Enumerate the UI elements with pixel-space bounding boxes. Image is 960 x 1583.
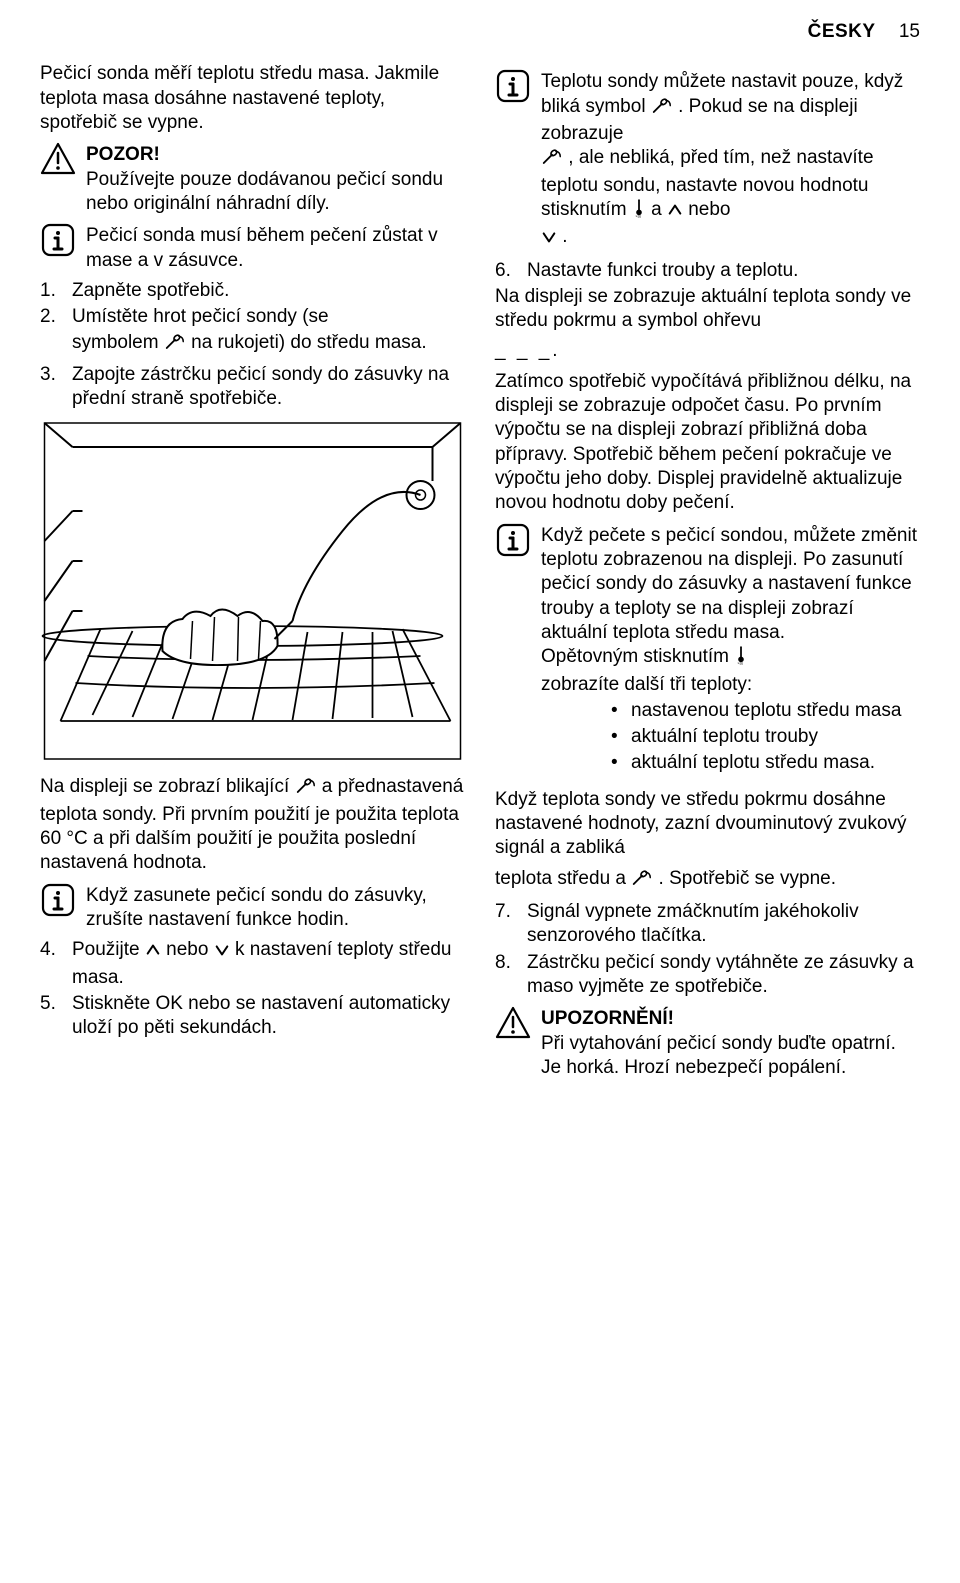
step-8: 8. Zástrčku pečicí sondy vytáhněte ze zá…: [495, 951, 920, 1000]
warning-text-2: UPOZORNĚNÍ! Při vytahování pečicí sondy …: [541, 1005, 920, 1080]
step-text-3: Zapojte zástrčku pečicí sondy do zásuvky…: [72, 363, 465, 412]
para-6a: Na displeji se zobrazuje aktuální teplot…: [495, 285, 920, 334]
para-6b: _ _ _.: [495, 339, 920, 363]
bullet-list: nastavenou teplotu středu masa aktuální …: [611, 699, 920, 776]
after-fig-text: Na displeji se zobrazí blikající a předn…: [40, 775, 465, 875]
step-num-6: 6.: [495, 259, 517, 283]
warning-title: POZOR!: [86, 144, 160, 165]
step-num-1: 1.: [40, 279, 62, 303]
info-block-r1: Teplotu sondy můžete nastavit pouze, kdy…: [495, 68, 920, 252]
info-text-r1: Teplotu sondy můžete nastavit pouze, kdy…: [541, 68, 920, 252]
para-6d: Zatímco spotřebič vypočítává přibližnou …: [495, 370, 920, 516]
step-num-4: 4.: [40, 938, 62, 990]
para-7b: teplota středu a . Spotřebič se vypne.: [495, 867, 920, 894]
info-text-1: Pečicí sonda musí během pečení zůstat v …: [86, 222, 465, 273]
warning-title-2: UPOZORNĚNÍ!: [541, 1008, 674, 1029]
info-icon: [40, 882, 76, 918]
info-icon: [495, 522, 531, 558]
chevron-up-icon: [145, 941, 161, 965]
step-text-7: Signál vypnete zmáčknutím jakéhokoliv se…: [527, 900, 920, 949]
step-text-4: Použijte nebo k nastavení teploty středu…: [72, 938, 465, 990]
warning-text: POZOR! Používejte pouze dodávanou pečicí…: [86, 141, 465, 216]
bullet-3: aktuální teplotu středu masa.: [611, 751, 920, 775]
chevron-up-icon: [667, 201, 683, 225]
warning-block: POZOR! Používejte pouze dodávanou pečicí…: [40, 141, 465, 216]
info-block-2: Když zasunete pečicí sondu do zásuvky, z…: [40, 882, 465, 933]
warning-block-2: UPOZORNĚNÍ! Při vytahování pečicí sondy …: [495, 1005, 920, 1080]
info-text-r2: Když pečete s pečicí sondou, můžete změn…: [541, 522, 920, 782]
step-text-8: Zástrčku pečicí sondy vytáhněte ze zásuv…: [527, 951, 920, 1000]
probe-icon: [295, 778, 317, 802]
info-icon: [40, 222, 76, 258]
content-columns: Pečicí sonda měří teplotu středu masa. J…: [40, 62, 920, 1086]
page-number: 15: [899, 21, 920, 42]
thermometer-icon: [734, 645, 748, 672]
step-num-3: 3.: [40, 363, 62, 412]
step-text-2: Umístěte hrot pečicí sondy (se: [72, 305, 465, 329]
warning-icon: [40, 141, 76, 177]
thermometer-icon: [632, 198, 646, 225]
step-text-6: Nastavte funkci trouby a teplotu.: [527, 259, 920, 283]
left-column: Pečicí sonda měří teplotu středu masa. J…: [40, 62, 465, 1086]
step-num-5: 5.: [40, 992, 62, 1041]
step-1: 1. Zapněte spotřebič.: [40, 279, 465, 303]
step-2-cont: symbolem na rukojeti) do středu masa.: [72, 331, 465, 358]
chevron-down-icon: [541, 228, 557, 252]
chevron-down-icon: [214, 941, 230, 965]
probe-icon: [164, 334, 186, 358]
step-6: 6. Nastavte funkci trouby a teplotu.: [495, 259, 920, 283]
info-block-1: Pečicí sonda musí během pečení zůstat v …: [40, 222, 465, 273]
intro-text: Pečicí sonda měří teplotu středu masa. J…: [40, 62, 465, 135]
step-text-5: Stiskněte OK nebo se nastavení automatic…: [72, 992, 465, 1041]
warning-body: Používejte pouze dodávanou pečicí sondu …: [86, 169, 443, 214]
step-num-8: 8.: [495, 951, 517, 1000]
info-icon: [495, 68, 531, 104]
probe-icon: [651, 98, 673, 122]
bullet-2: aktuální teplotu trouby: [611, 725, 920, 749]
probe-icon: [541, 149, 563, 173]
warning-icon: [495, 1005, 531, 1041]
ok-label: OK: [155, 993, 182, 1014]
page-header: ČESKY 15: [40, 20, 920, 44]
bullet-1: nastavenou teplotu středu masa: [611, 699, 920, 723]
step-7: 7. Signál vypnete zmáčknutím jakéhokoliv…: [495, 900, 920, 949]
step-4: 4. Použijte nebo k nastavení teploty stř…: [40, 938, 465, 990]
info-text-2: Když zasunete pečicí sondu do zásuvky, z…: [86, 882, 465, 933]
para-7a: Když teplota sondy ve středu pokrmu dosá…: [495, 788, 920, 861]
right-column: Teplotu sondy můžete nastavit pouze, kdy…: [495, 62, 920, 1086]
step-5: 5. Stiskněte OK nebo se nastavení automa…: [40, 992, 465, 1041]
step-num-2: 2.: [40, 305, 62, 329]
warning-body-2: Při vytahování pečicí sondy buďte opatrn…: [541, 1033, 896, 1078]
step-text-1: Zapněte spotřebič.: [72, 279, 465, 303]
step-2: 2. Umístěte hrot pečicí sondy (se: [40, 305, 465, 329]
lang-label: ČESKY: [808, 21, 876, 42]
oven-figure: [40, 421, 465, 761]
probe-icon: [631, 870, 653, 894]
step-num-7: 7.: [495, 900, 517, 949]
step-3: 3. Zapojte zástrčku pečicí sondy do zásu…: [40, 363, 465, 412]
info-block-r2: Když pečete s pečicí sondou, můžete změn…: [495, 522, 920, 782]
